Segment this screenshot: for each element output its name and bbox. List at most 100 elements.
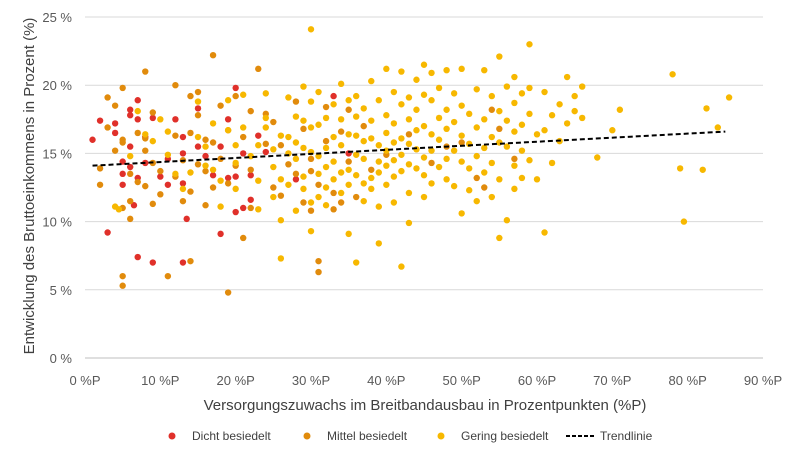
data-point-series-2 [292, 207, 300, 214]
data-point-series-1 [232, 92, 239, 100]
legend: Dicht besiedelt Mittel besiedelt Gering be… [168, 429, 653, 443]
data-point-series-2 [616, 106, 624, 113]
data-point-series-2 [518, 90, 526, 97]
data-point-series-0 [247, 172, 254, 179]
data-point-series-2 [496, 53, 503, 60]
data-point-series-2 [330, 101, 337, 108]
data-point-series-2 [428, 147, 435, 154]
data-point-series-1 [104, 124, 111, 131]
data-point-series-2 [443, 106, 450, 113]
data-point-series-2 [413, 76, 420, 83]
data-point-series-1 [157, 167, 164, 175]
data-point-series-2 [443, 155, 450, 163]
data-point-series-2 [398, 68, 405, 75]
data-point-series-2 [322, 144, 330, 152]
data-point-series-0 [119, 170, 126, 178]
x-tick-label: 0 %P [69, 373, 100, 388]
data-point-series-2 [187, 169, 194, 176]
data-point-series-2 [481, 169, 488, 176]
data-point-series-2 [337, 169, 345, 176]
data-point-series-1 [172, 132, 179, 139]
data-point-series-2 [300, 144, 307, 152]
data-point-series-2 [398, 101, 405, 108]
data-point-series-2 [240, 91, 247, 98]
data-point-series-0 [164, 181, 172, 188]
data-point-series-2 [609, 127, 616, 134]
data-point-series-0 [149, 114, 156, 122]
data-point-series-1 [307, 207, 315, 214]
data-point-series-2 [315, 170, 322, 178]
data-point-series-2 [676, 165, 684, 172]
data-point-series-0 [127, 163, 134, 171]
data-point-series-2 [511, 185, 518, 193]
data-point-series-0 [172, 116, 179, 123]
data-point-series-1 [292, 98, 300, 105]
data-point-series-1 [315, 257, 322, 265]
data-point-series-1 [119, 282, 126, 289]
data-point-series-2 [277, 217, 285, 224]
data-point-series-2 [594, 154, 601, 161]
data-point-series-2 [435, 136, 443, 143]
data-point-series-2 [405, 189, 413, 197]
data-point-series-1 [149, 200, 156, 208]
data-point-series-1 [300, 125, 307, 133]
data-point-series-2 [405, 94, 413, 101]
data-point-series-0 [217, 143, 224, 150]
data-point-series-2 [450, 118, 458, 126]
data-point-series-2 [149, 137, 156, 145]
data-point-series-2 [526, 84, 533, 92]
data-point-series-1 [247, 166, 254, 173]
data-point-series-2 [556, 101, 563, 108]
data-point-series-1 [111, 147, 119, 154]
data-point-series-2 [270, 146, 277, 153]
data-point-series-1 [134, 178, 141, 186]
data-point-series-1 [179, 197, 187, 205]
data-points [89, 26, 733, 296]
data-point-series-2 [322, 114, 330, 122]
data-point-series-2 [337, 116, 345, 123]
data-point-series-1 [209, 139, 217, 146]
data-point-series-2 [375, 142, 382, 149]
data-point-series-2 [526, 157, 533, 164]
data-point-series-2 [488, 133, 495, 141]
data-point-series-2 [503, 143, 511, 150]
data-point-series-2 [390, 157, 398, 164]
data-point-series-2 [405, 219, 413, 227]
data-point-series-2 [541, 88, 548, 96]
data-point-series-2 [345, 230, 352, 238]
data-point-series-2 [322, 184, 330, 191]
data-point-series-2 [179, 185, 187, 193]
data-point-series-2 [473, 86, 480, 93]
data-point-series-2 [541, 229, 548, 236]
data-point-series-2 [548, 112, 556, 119]
data-point-series-1 [247, 204, 254, 212]
data-point-series-0 [224, 116, 232, 123]
data-point-series-0 [111, 120, 119, 127]
data-point-series-2 [142, 131, 149, 138]
data-point-series-2 [307, 199, 315, 206]
data-point-series-0 [130, 202, 138, 209]
data-point-series-1 [322, 137, 330, 145]
data-point-series-2 [353, 151, 360, 158]
data-point-series-2 [337, 80, 345, 88]
data-point-series-2 [368, 117, 375, 124]
data-point-series-1 [187, 188, 194, 195]
data-point-series-1 [164, 272, 172, 280]
data-point-series-2 [368, 77, 375, 85]
data-point-series-0 [224, 174, 232, 182]
data-point-series-1 [277, 142, 285, 149]
data-point-series-2 [292, 139, 300, 146]
data-point-series-2 [488, 159, 495, 167]
x-axis-title: Versorgungszuwachs im Breitbandausbau in… [204, 397, 647, 414]
data-point-series-2 [511, 162, 518, 169]
data-point-series-1 [315, 268, 322, 276]
data-point-series-1 [345, 106, 352, 113]
data-point-series-2 [420, 172, 428, 179]
data-point-series-2 [413, 127, 420, 134]
legend-label: Dicht besiedelt [192, 429, 271, 443]
data-point-series-2 [398, 151, 405, 158]
legend-marker [437, 432, 445, 440]
x-tick-label: 50 %P [443, 373, 481, 388]
data-point-series-1 [473, 174, 480, 182]
data-point-series-2 [703, 105, 710, 112]
